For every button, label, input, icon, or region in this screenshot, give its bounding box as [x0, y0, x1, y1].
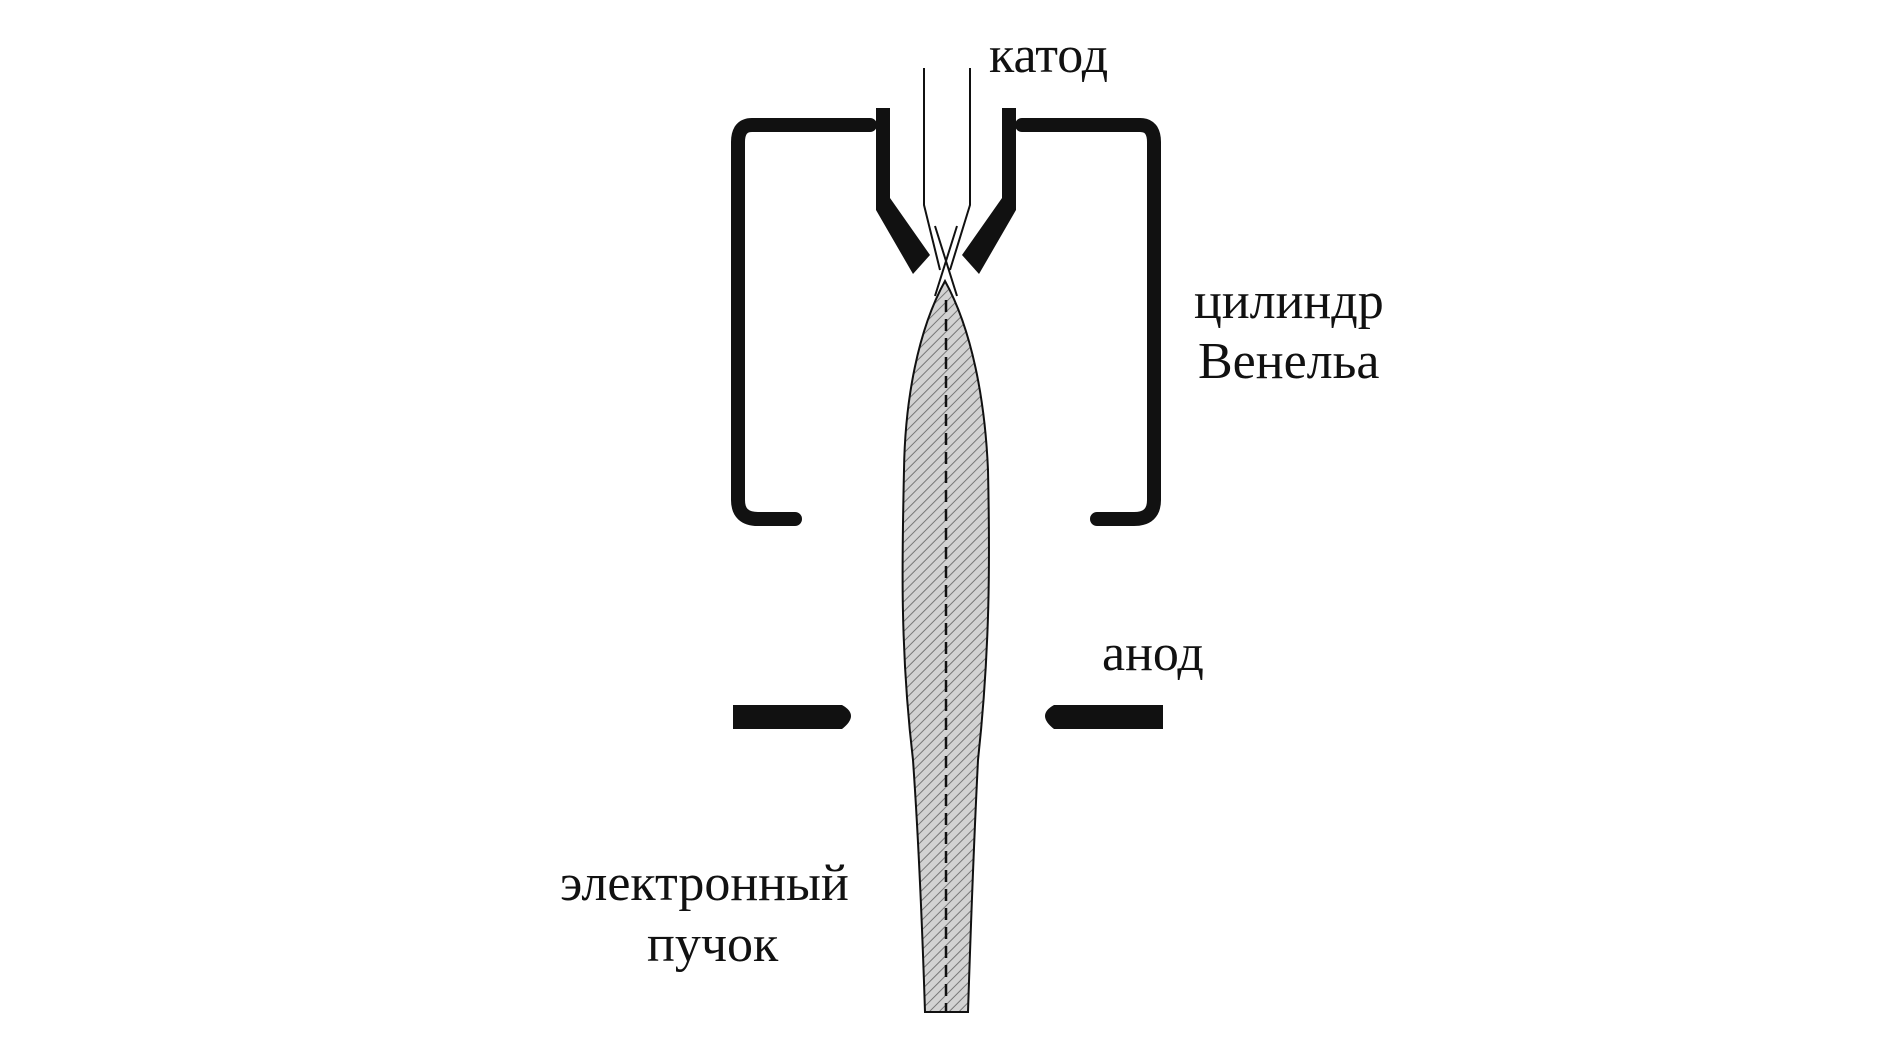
- anode-right-plate: [1045, 705, 1163, 729]
- wehnelt-label-line2: Венельа: [1198, 333, 1379, 390]
- beam-crossover: [934, 225, 958, 297]
- cathode-label: катод: [989, 27, 1108, 84]
- wehnelt-left-bracket: [731, 118, 877, 526]
- wehnelt-right-nozzle: [962, 108, 1016, 274]
- wehnelt-left-nozzle: [876, 108, 930, 274]
- anode: [733, 705, 1163, 729]
- anode-left-plate: [733, 705, 851, 729]
- beam-label-line1: электронный: [560, 855, 849, 912]
- wehnelt-label-line1: цилиндр: [1194, 273, 1384, 330]
- cathode-filament: [923, 68, 971, 271]
- anode-label: анод: [1102, 625, 1204, 682]
- wehnelt-cylinder: [731, 108, 1161, 526]
- wehnelt-right-bracket: [1015, 118, 1161, 526]
- beam-label-line2: пучок: [647, 916, 779, 973]
